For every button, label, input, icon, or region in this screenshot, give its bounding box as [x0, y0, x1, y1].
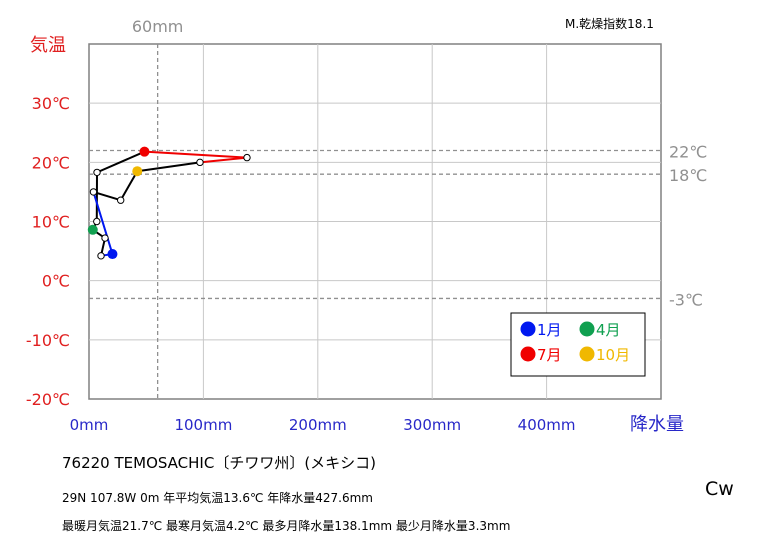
month-point-12: [89, 188, 98, 196]
reference-label-temp: 22℃: [669, 143, 707, 162]
station-name-label: 76220 TEMOSACHIC〔チワワ州〕(メキシコ): [62, 454, 377, 472]
x-tick-label: 400mm: [518, 416, 576, 434]
month-segment: [119, 170, 139, 202]
climate-class-label: Cw: [705, 478, 734, 500]
legend-label: 7月: [537, 346, 562, 364]
station-extremes-label: 最暖月気温21.7℃ 最寒月気温4.2℃ 最多月降水量138.1mm 最少月降水…: [62, 519, 511, 533]
month-segment: [92, 190, 122, 202]
legend-label: 4月: [596, 321, 621, 339]
month-segment: [92, 190, 114, 256]
month-point-10: [132, 166, 143, 177]
x-tick-label: 100mm: [174, 416, 232, 434]
x-tick-label: 200mm: [289, 416, 347, 434]
month-segment: [136, 161, 201, 173]
legend-marker: [520, 346, 536, 362]
month-point-4: [87, 224, 98, 235]
legend-marker: [579, 321, 595, 337]
reference-label-temp: 18℃: [669, 166, 707, 185]
month-point-9: [196, 158, 204, 167]
x-axis-title: 降水量: [630, 414, 684, 435]
y-tick-label: -20℃: [26, 390, 70, 409]
month-point-8: [243, 153, 251, 162]
month-point-5: [93, 217, 101, 226]
y-tick-label: 30℃: [32, 94, 70, 113]
x-tick-label: 300mm: [403, 416, 461, 434]
month-segment: [96, 150, 146, 174]
y-tick-label: 0℃: [42, 272, 70, 291]
month-point-11: [116, 196, 125, 204]
legend-label: 1月: [537, 321, 562, 339]
legend-marker: [579, 346, 595, 362]
y-axis-title: 気温: [30, 35, 66, 56]
month-point-3: [101, 234, 109, 242]
station-summary-label: 29N 107.8W 0m 年平均気温13.6℃ 年降水量427.6mm: [62, 491, 373, 505]
month-point-2: [97, 252, 105, 260]
y-tick-label: -10℃: [26, 331, 70, 350]
legend-marker: [520, 321, 536, 337]
month-point-6: [93, 168, 101, 177]
month-segment: [143, 150, 248, 159]
x-tick-label: 0mm: [70, 416, 109, 434]
reference-label-60mm: 60mm: [132, 17, 184, 36]
month-point-1: [107, 249, 118, 260]
reference-label-temp: -3℃: [669, 290, 703, 309]
month-point-7: [139, 146, 150, 157]
dryness-index-label: M.乾燥指数18.1: [565, 17, 654, 31]
y-tick-label: 20℃: [32, 153, 70, 172]
legend-label: 10月: [596, 346, 630, 364]
y-tick-label: 10℃: [32, 213, 70, 232]
legend-box: [510, 312, 646, 377]
month-segment: [198, 156, 248, 164]
